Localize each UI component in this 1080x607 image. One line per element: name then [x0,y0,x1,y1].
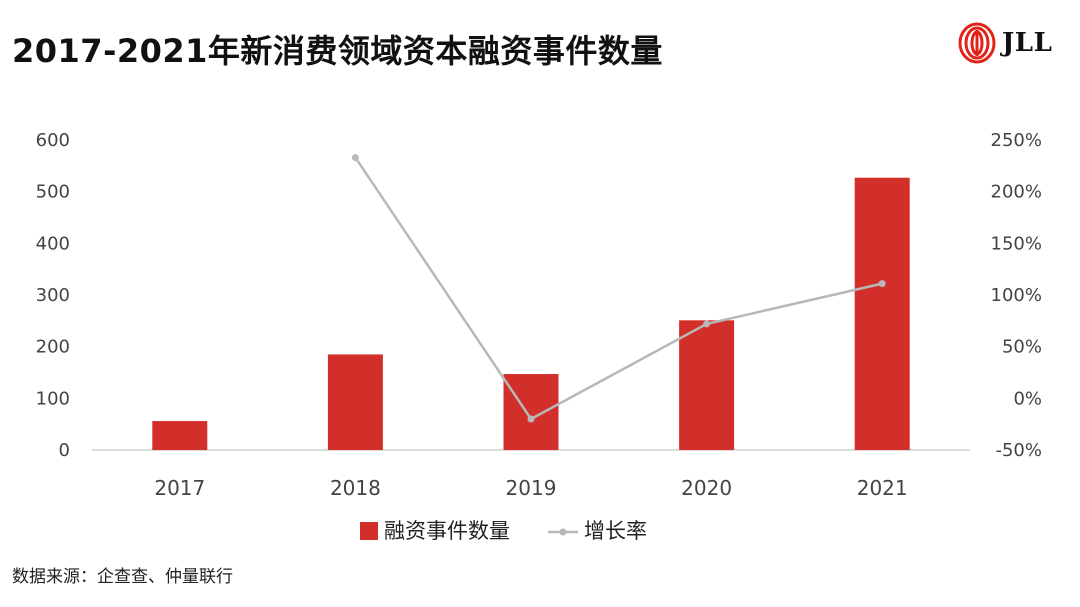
bar [679,320,735,450]
jll-logo: JLL [958,22,1052,64]
y-right-tick-label: 150% [991,233,1042,254]
y-left-tick-label: 400 [36,233,70,254]
growth-rate-point [527,415,535,423]
legend-label-line: 增长率 [584,519,647,543]
x-tick-label: 2017 [154,476,205,500]
jll-logo-icon [958,22,996,64]
legend-label-bar: 融资事件数量 [384,519,510,543]
x-tick-label: 2018 [330,476,381,500]
legend-marker-line [559,528,567,536]
y-right-tick-label: -50% [995,440,1042,461]
y-right-tick-label: 250% [991,130,1042,151]
growth-rate-point [703,320,711,328]
y-left-tick-label: 200 [36,337,70,358]
growth-rate-point [878,280,886,288]
bar [327,354,383,450]
bar [152,421,208,450]
legend-swatch-bar [360,522,378,540]
x-tick-label: 2021 [857,476,908,500]
y-right-tick-label: 50% [1002,337,1042,358]
logo-text: JLL [1002,28,1053,58]
y-left-tick-label: 600 [36,130,70,151]
y-left-tick-label: 300 [36,285,70,306]
y-left-tick-label: 500 [36,182,70,203]
x-tick-label: 2019 [506,476,557,500]
source-note: 数据来源：企查查、仲量联行 [12,567,233,587]
y-right-tick-label: 0% [1013,388,1042,409]
y-left-tick-label: 100 [36,388,70,409]
bar [503,374,559,450]
chart-title: 2017-2021年新消费领域资本融资事件数量 [12,32,663,70]
chart: 0 100 200 300 400 500 600 -50% 0% 50% 100% 150% 200%… [36,130,1042,543]
y-left-tick-label: 0 [59,440,70,461]
y-right-tick-label: 200% [991,182,1042,203]
bar [854,177,910,450]
x-tick-label: 2020 [681,476,732,500]
y-right-tick-label: 100% [991,285,1042,306]
growth-rate-point [351,154,359,162]
growth-rate-line [354,156,883,421]
